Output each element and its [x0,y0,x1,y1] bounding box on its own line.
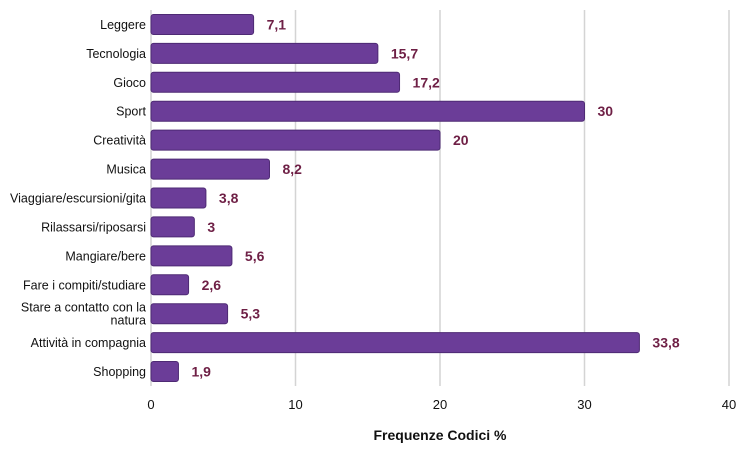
category-label: Stare a contatto con la natura [21,301,146,328]
value-label: 3,8 [219,190,239,206]
value-label: 20 [453,132,469,148]
category-label: Attività in compagnia [31,336,146,350]
category-label: Shopping [93,365,146,379]
bar [150,42,379,64]
category-label-line: Shopping [93,365,146,379]
x-tick-label: 20 [433,397,447,412]
category-label: Tecnologia [86,47,146,61]
category-label-line: Rilassarsi/riposarsi [41,220,146,234]
category-label-line: natura [111,314,146,328]
bar [150,216,195,238]
bar [150,187,207,209]
x-tick-label: 30 [577,397,591,412]
bars [150,13,640,383]
value-label: 33,8 [652,335,679,351]
bar [150,332,640,354]
category-label-line: Viaggiare/escursioni/gita [10,192,146,206]
value-labels: 7,1 15,7 17,2 30 20 8,2 3,83 5,6 2,6 5,3 33,8 1,9 [191,16,679,379]
category-label-line: Attività in compagnia [31,336,146,350]
category-label: Leggere [100,18,146,32]
x-tick-labels: 0 10 20 30 40 [147,397,736,412]
value-label: 15,7 [391,45,418,61]
bar [150,129,441,151]
category-label: Viaggiare/escursioni/gita [10,192,146,206]
category-label-line: Gioco [113,76,146,90]
category-label-line: Tecnologia [86,47,146,61]
category-label-line: Creatività [93,134,146,148]
category-labels: Leggere Tecnologia Gioco Sport Creatività Mus… [10,18,146,379]
category-label-line: Leggere [100,18,146,32]
bar [150,158,270,180]
category-label: Gioco [113,76,146,90]
bar [150,245,233,267]
category-label-line: Mangiare/bere [65,249,146,263]
bar [150,274,190,296]
category-label: Musica [106,163,146,177]
bar [150,13,255,35]
bar [150,303,229,325]
value-label: 30 [598,103,614,119]
x-tick-label: 40 [722,397,736,412]
category-label-line: Fare i compiti/studiare [23,278,146,292]
bar [150,100,585,122]
category-label-line: Musica [106,163,146,177]
bar [150,71,401,93]
value-label: 8,2 [282,161,302,177]
category-label-line: Stare a contatto con la [21,301,146,315]
category-label: Rilassarsi/riposarsi [41,220,146,234]
value-label: 3 [207,219,215,235]
bar [150,361,179,383]
value-label: 5,3 [241,306,261,322]
x-tick-label: 0 [147,397,154,412]
value-label: 7,1 [267,16,287,32]
x-tick-label: 10 [288,397,302,412]
value-label: 1,9 [191,364,211,380]
value-label: 17,2 [413,74,440,90]
value-label: 5,6 [245,248,265,264]
category-label: Fare i compiti/studiare [23,278,146,292]
category-label: Creatività [93,134,146,148]
category-label-line: Sport [116,105,146,119]
category-label: Sport [116,105,146,119]
x-axis-title: Frequenze Codici % [373,427,507,443]
value-label: 2,6 [202,277,222,293]
category-label: Mangiare/bere [65,249,146,263]
